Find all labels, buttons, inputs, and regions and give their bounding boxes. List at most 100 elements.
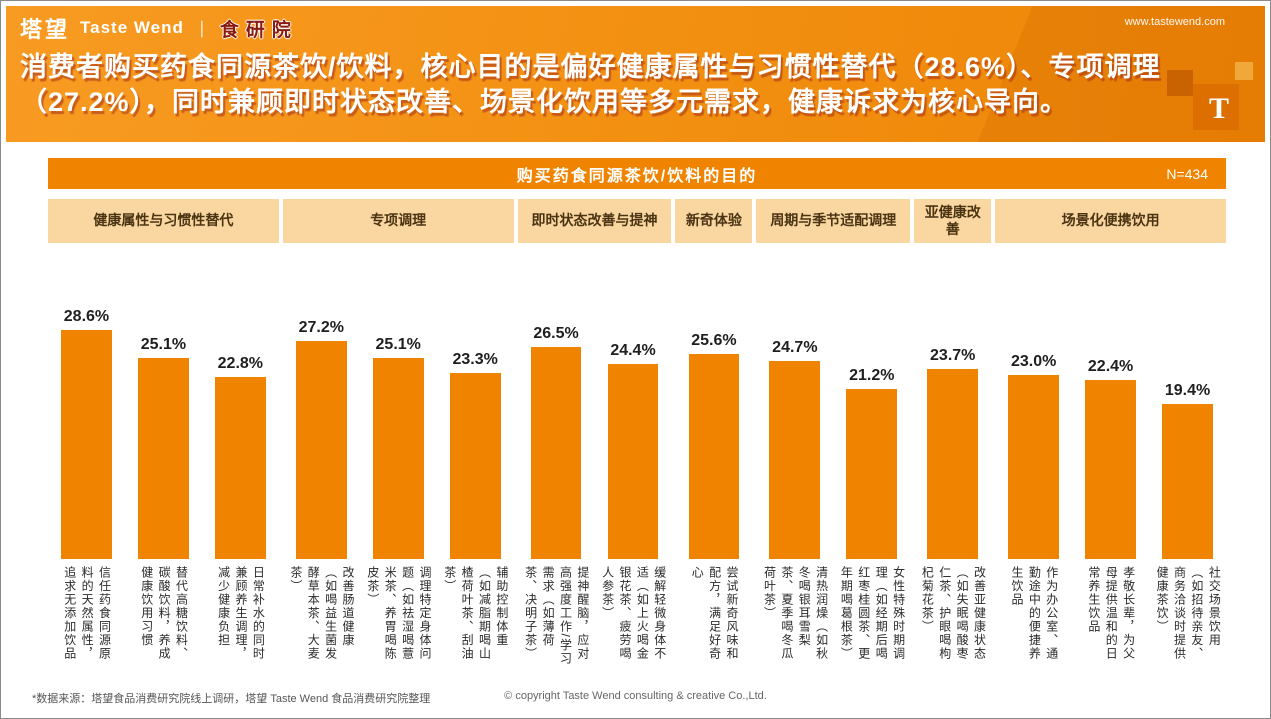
bar-description: 清热润燥（如秋冬喝银耳雪梨茶、夏季喝冬瓜荷叶茶） bbox=[762, 566, 829, 661]
bar-slot: 24.4% bbox=[595, 342, 672, 559]
logo-divider: ｜ bbox=[193, 22, 210, 39]
label-slot: 缓解轻微身体不适（如上火喝金银花茶、疲劳喝人参茶） bbox=[595, 559, 672, 670]
bar-description: 信任药食同源原料的天然属性，追求无添加饮品 bbox=[62, 566, 112, 661]
bar-value-label: 26.5% bbox=[533, 325, 579, 342]
bar-slot: 25.1% bbox=[125, 336, 202, 559]
bar bbox=[769, 361, 821, 559]
bars-row: 23.0% 22.4% 19.4% bbox=[995, 243, 1226, 559]
bar-slot: 23.0% bbox=[995, 353, 1072, 559]
brand-logo-en: Taste Wend bbox=[80, 18, 184, 37]
bar-value-label: 24.4% bbox=[610, 341, 656, 359]
bar bbox=[295, 341, 347, 559]
group-header: 周期与季节适配调理 bbox=[756, 199, 911, 243]
bar bbox=[1162, 403, 1213, 559]
copyright-note: © copyright Taste Wend consulting & crea… bbox=[504, 690, 767, 702]
label-slot: 清热润燥（如秋冬喝银耳雪梨茶、夏季喝冬瓜荷叶茶） bbox=[756, 559, 833, 670]
chart-area: 健康属性与习惯性替代 28.6% 25.1% 22.8% 信任药食同源原料的天然属性，追… bbox=[48, 199, 1226, 670]
label-slot: 孝敬长辈，为父母提供温和的日常养生饮品 bbox=[1072, 559, 1149, 670]
bars-row: 27.2% 25.1% 23.3% bbox=[283, 243, 514, 559]
chart-group: 即时状态改善与提神 26.5% 24.4% 提神醒脑，应对高强度工作/学习需求（如薄荷… bbox=[517, 199, 672, 670]
labels-row: 改善肠道健康（如喝益生菌发酵草本茶、大麦茶） 调理特定身体问题（如祛湿喝薏米茶、养… bbox=[283, 559, 514, 670]
bars-row: 26.5% 24.4% bbox=[518, 243, 672, 559]
bar-slot: 21.2% bbox=[833, 367, 910, 559]
bar bbox=[1085, 379, 1136, 559]
chart-title: 购买药食同源茶饮/饮料的目的 bbox=[516, 167, 758, 185]
labels-row: 改善亚健康状态（如失眠喝酸枣仁茶、护眼喝枸杞菊花茶） bbox=[914, 559, 991, 670]
chart-title-bar: 购买药食同源茶饮/饮料的目的 N=434 bbox=[48, 158, 1226, 189]
bar-value-label: 22.4% bbox=[1087, 357, 1134, 375]
bar-description: 日常补水的同时兼顾养生调理，减少健康负担 bbox=[216, 566, 266, 661]
bar-slot: 23.3% bbox=[437, 351, 514, 559]
bars-row: 25.6% bbox=[675, 243, 752, 559]
chart-group: 亚健康改善 23.7% 改善亚健康状态（如失眠喝酸枣仁茶、护眼喝枸杞菊花茶） bbox=[914, 199, 992, 670]
decor-square-large bbox=[1193, 84, 1239, 130]
chart-groups-row: 健康属性与习惯性替代 28.6% 25.1% 22.8% 信任药食同源原料的天然属性，追… bbox=[48, 199, 1226, 670]
bar-slot: 28.6% bbox=[48, 308, 125, 559]
group-header: 新奇体验 bbox=[675, 199, 753, 243]
chart-group: 场景化便携饮用 23.0% 22.4% 19.4% 作为办公室、通勤途中的便捷养生饮品孝… bbox=[995, 199, 1226, 670]
bar bbox=[688, 354, 740, 559]
bar-value-label: 28.6% bbox=[63, 308, 110, 326]
label-slot: 社交场景饮用（如招待亲友、商务洽谈时提供健康茶饮） bbox=[1149, 559, 1226, 670]
label-slot: 替代高糖饮料、碳酸饮料，养成健康饮用习惯 bbox=[125, 559, 202, 670]
bar-description: 调理特定身体问题（如祛湿喝薏米茶、养胃喝陈皮茶） bbox=[365, 566, 432, 661]
group-header: 场景化便携饮用 bbox=[995, 199, 1226, 243]
decor-square-small bbox=[1235, 62, 1253, 80]
labels-row: 作为办公室、通勤途中的便捷养生饮品 孝敬长辈，为父母提供温和的日常养生饮品 社交场景… bbox=[995, 559, 1226, 670]
label-slot: 调理特定身体问题（如祛湿喝薏米茶、养胃喝陈皮茶） bbox=[360, 559, 437, 670]
institute-logo: 食研院 bbox=[219, 19, 298, 41]
chart-group: 周期与季节适配调理 24.7% 21.2% 清热润燥（如秋冬喝银耳雪梨茶、夏季喝冬瓜荷… bbox=[756, 199, 911, 670]
bar-slot: 25.6% bbox=[675, 332, 752, 559]
bar-description: 提神醒脑，应对高强度工作/学习需求（如薄荷茶、决明子茶） bbox=[523, 566, 590, 666]
bar-slot: 22.8% bbox=[202, 355, 279, 559]
bar bbox=[214, 376, 266, 559]
label-slot: 改善亚健康状态（如失眠喝酸枣仁茶、护眼喝枸杞菊花茶） bbox=[914, 559, 991, 670]
bar-slot: 24.7% bbox=[756, 339, 833, 559]
bar-value-label: 24.7% bbox=[772, 339, 818, 357]
bar-description: 改善亚健康状态（如失眠喝酸枣仁茶、护眼喝枸杞菊花茶） bbox=[920, 566, 987, 661]
headline-text: 消费者购买药食同源茶饮/饮料，核心目的是偏好健康属性与习惯性替代（28.6%）、… bbox=[20, 52, 1161, 118]
bar bbox=[61, 330, 112, 559]
bar-value-label: 23.3% bbox=[452, 350, 498, 368]
logo-row: 塔望 Taste Wend ｜ 食研院 www.tastewend.com bbox=[20, 14, 1249, 42]
bar-description: 替代高糖饮料、碳酸饮料，养成健康饮用习惯 bbox=[139, 566, 189, 661]
bar-slot: 23.7% bbox=[914, 347, 991, 559]
group-header: 即时状态改善与提神 bbox=[517, 199, 672, 243]
footer: *数据来源：塔望食品消费研究院线上调研，塔望 Taste Wend 食品消费研究… bbox=[6, 688, 1265, 706]
bars-row: 24.7% 21.2% bbox=[756, 243, 910, 559]
label-slot: 信任药食同源原料的天然属性，追求无添加饮品 bbox=[48, 559, 125, 670]
bar-description: 社交场景饮用（如招待亲友、商务洽谈时提供健康茶饮） bbox=[1155, 566, 1222, 661]
bar-description: 改善肠道健康（如喝益生菌发酵草本茶、大麦茶） bbox=[288, 566, 356, 661]
bars-row: 28.6% 25.1% 22.8% bbox=[48, 243, 279, 559]
chart-group: 新奇体验 25.6% 尝试新奇风味和配方，满足好奇心 bbox=[675, 199, 753, 670]
data-source-note: *数据来源：塔望食品消费研究院线上调研，塔望 Taste Wend 食品消费研究… bbox=[32, 693, 431, 705]
bar-description: 作为办公室、通勤途中的便捷养生饮品 bbox=[1009, 566, 1059, 661]
bar-value-label: 23.0% bbox=[1010, 353, 1057, 370]
bar-description: 尝试新奇风味和配方，满足好奇心 bbox=[690, 566, 739, 661]
bar-value-label: 22.8% bbox=[217, 354, 264, 372]
bar-slot: 27.2% bbox=[283, 319, 360, 559]
header-banner: 塔望 Taste Wend ｜ 食研院 www.tastewend.com 消费… bbox=[6, 6, 1265, 142]
chart-group: 健康属性与习惯性替代 28.6% 25.1% 22.8% 信任药食同源原料的天然属性，追… bbox=[48, 199, 279, 670]
bar bbox=[372, 358, 424, 559]
label-slot: 作为办公室、通勤途中的便捷养生饮品 bbox=[995, 559, 1072, 670]
bar bbox=[1008, 375, 1060, 559]
label-slot: 尝试新奇风味和配方，满足好奇心 bbox=[675, 559, 752, 670]
bar bbox=[846, 389, 898, 559]
bar bbox=[449, 372, 501, 559]
label-slot: 提神醒脑，应对高强度工作/学习需求（如薄荷茶、决明子茶） bbox=[518, 559, 595, 670]
labels-row: 清热润燥（如秋冬喝银耳雪梨茶、夏季喝冬瓜荷叶茶） 女性特殊时期调理（如经期后喝红枣… bbox=[756, 559, 910, 670]
labels-row: 提神醒脑，应对高强度工作/学习需求（如薄荷茶、决明子茶） 缓解轻微身体不适（如上火… bbox=[518, 559, 672, 670]
decor-square-medium bbox=[1167, 70, 1193, 96]
bar-value-label: 25.6% bbox=[691, 332, 737, 350]
bar-value-label: 25.1% bbox=[140, 336, 187, 354]
bar-slot: 26.5% bbox=[518, 325, 595, 559]
bar-description: 女性特殊时期调理（如经期后喝红枣桂圆茶、更年期喝葛根茶） bbox=[839, 566, 906, 661]
bar bbox=[927, 369, 979, 559]
t-logo-mark: T bbox=[1208, 92, 1229, 125]
labels-row: 尝试新奇风味和配方，满足好奇心 bbox=[675, 559, 752, 670]
bar-value-label: 27.2% bbox=[298, 319, 344, 337]
website-url: www.tastewend.com bbox=[1124, 16, 1225, 28]
group-header: 健康属性与习惯性替代 bbox=[48, 199, 279, 243]
